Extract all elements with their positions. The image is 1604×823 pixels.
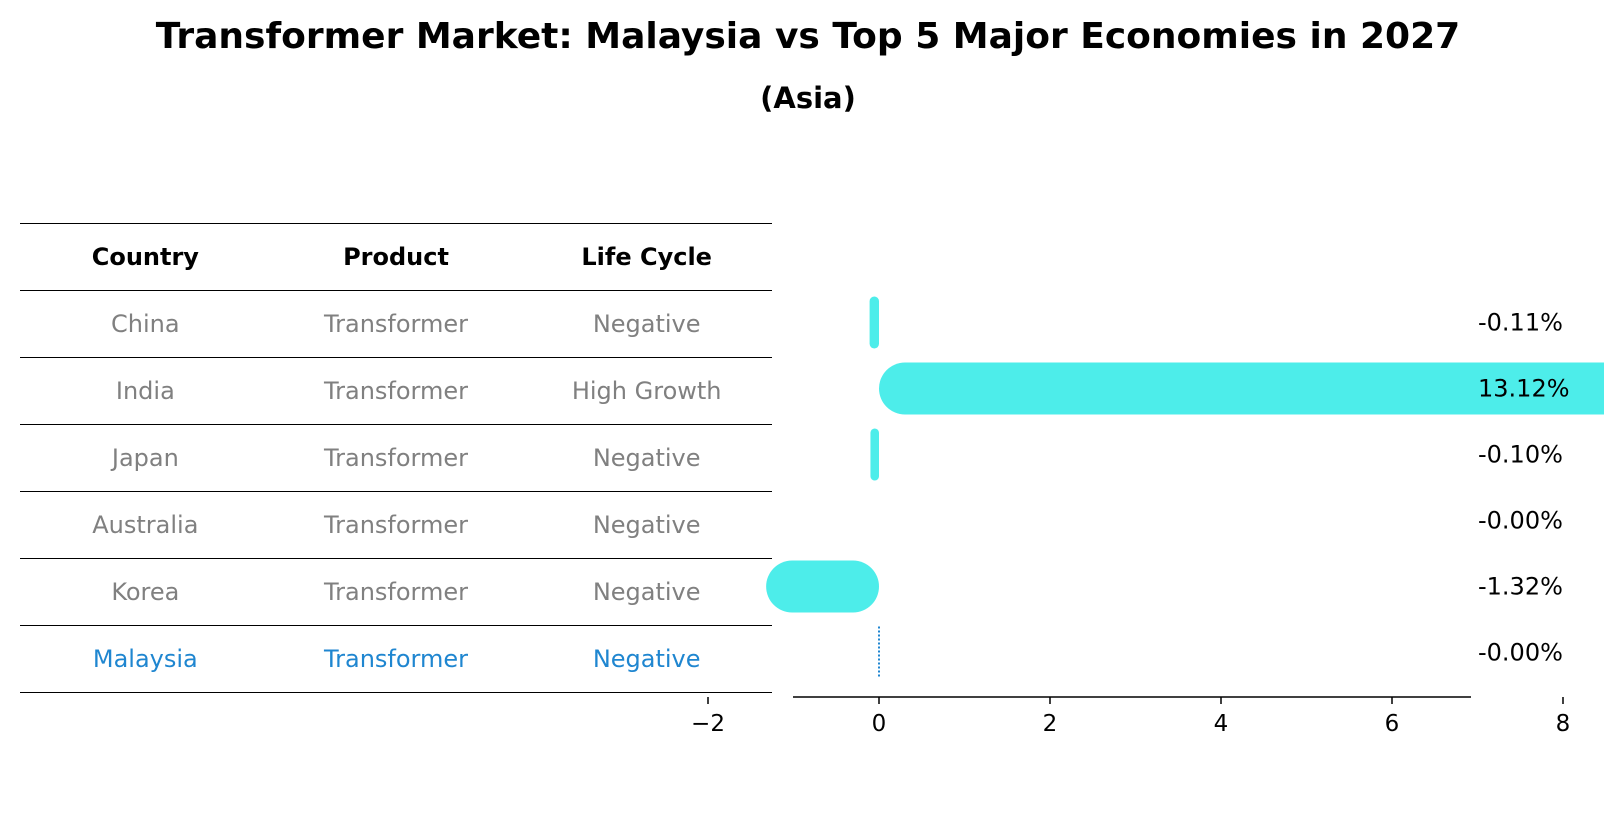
x-tick-label: 0 [872,711,887,737]
cell-product: Transformer [324,444,469,472]
cell-product: Transformer [324,511,469,539]
data-table: Country Product Life Cycle China Transfo… [20,223,772,693]
cell-life-cycle: Negative [592,310,701,338]
value-label: -0.00% [1478,639,1563,667]
cell-country: India [115,377,175,405]
table-row: Korea Transformer Negative [20,558,772,625]
table-header-row: Country Product Life Cycle [20,223,772,290]
cell-product: Transformer [324,645,469,673]
cell-country: Japan [111,444,179,472]
table-row-highlight: Malaysia Transformer Negative [20,625,772,693]
value-label: -0.11% [1478,309,1563,337]
x-tick-label: 8 [1556,711,1571,737]
x-tick-label: −2 [691,711,725,737]
header-product: Product [343,243,449,271]
bar-india [879,362,1604,415]
bar-japan [870,428,879,481]
cell-life-cycle: High Growth [571,377,722,405]
header-life-cycle: Life Cycle [581,243,712,271]
value-label: 13.12% [1478,375,1570,403]
x-tick-label: 2 [1043,711,1058,737]
cell-product: Transformer [324,310,469,338]
value-label: -0.10% [1478,441,1563,469]
cell-product: Transformer [324,578,469,606]
bar-china [869,296,879,349]
x-tick-label: 4 [1214,711,1229,737]
value-label: -1.32% [1478,573,1563,601]
header-country: Country [91,243,199,271]
table-row: India Transformer High Growth [20,357,772,424]
cell-life-cycle: Negative [592,645,701,673]
cell-life-cycle: Negative [592,511,701,539]
table-row: Japan Transformer Negative [20,424,772,491]
table-row: Australia Transformer Negative [20,491,772,558]
cell-product: Transformer [324,377,469,405]
table-row: China Transformer Negative [20,290,772,357]
bar-korea [766,560,879,613]
chart-title: Transformer Market: Malaysia vs Top 5 Ma… [155,16,1461,57]
cell-country: Korea [111,578,180,606]
x-tick-label: 6 [1385,711,1400,737]
chart-subtitle: (Asia) [760,81,856,115]
cell-life-cycle: Negative [592,444,701,472]
cell-country: Malaysia [92,645,198,673]
value-label: -0.00% [1478,507,1563,535]
cell-country: Australia [92,511,199,539]
cell-country: China [111,310,180,338]
cell-life-cycle: Negative [592,578,701,606]
